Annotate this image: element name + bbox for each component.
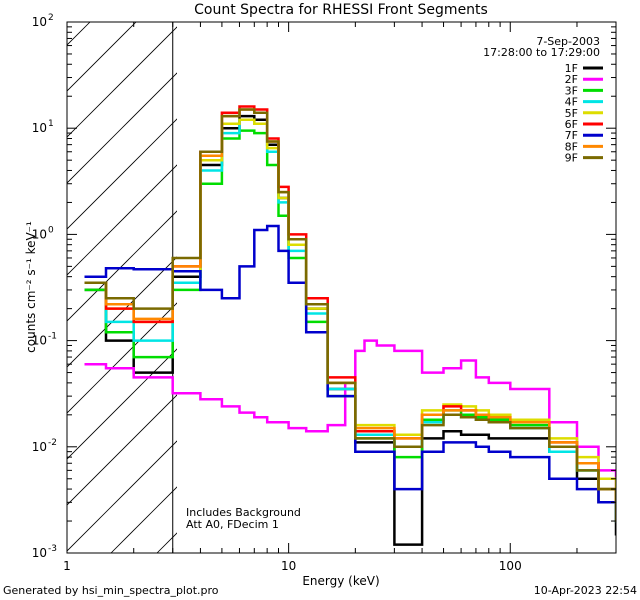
x-tick-label: 100	[499, 559, 522, 573]
y-tick-label: 10	[32, 15, 47, 29]
x-axis-label: Energy (keV)	[302, 574, 379, 588]
series-6F	[84, 105, 616, 504]
legend-label-8F: 8F	[565, 140, 578, 153]
y-tick-exponent: 2	[48, 13, 54, 23]
hatch-line	[67, 440, 177, 552]
footer-timestamp: 10-Apr-2023 22:54	[534, 584, 637, 597]
y-tick-label: 10	[32, 121, 47, 135]
y-tick-exponent: -3	[48, 544, 57, 554]
y-tick-label: 10	[32, 227, 47, 241]
hatch-line	[67, 26, 177, 138]
y-tick-label: 10	[32, 546, 47, 560]
series-7F	[84, 224, 616, 523]
legend-label-5F: 5F	[565, 107, 578, 120]
legend-label-9F: 9F	[565, 152, 578, 165]
y-tick-exponent: -1	[48, 332, 57, 342]
time-range-label: 17:28:00 to 17:29:00	[483, 46, 600, 59]
legend-label-1F: 1F	[565, 62, 578, 75]
hatch-line	[67, 348, 177, 460]
footer-generated-by: Generated by hsi_min_spectra_plot.pro	[3, 584, 219, 597]
y-tick-label: 10	[32, 334, 47, 348]
series-9F	[84, 108, 616, 523]
legend-label-6F: 6F	[565, 118, 578, 131]
axis-ticks	[66, 21, 617, 554]
series-group	[84, 105, 616, 546]
annotation-background: Includes Background	[186, 506, 301, 519]
y-tick-exponent: -2	[48, 438, 57, 448]
legend-label-4F: 4F	[565, 96, 578, 109]
hatch-line	[67, 394, 177, 506]
x-tick-label: 1	[63, 559, 71, 573]
hatch-line	[67, 164, 177, 276]
hatched-region	[67, 22, 177, 553]
series-2F	[84, 339, 616, 491]
legend-label-7F: 7F	[565, 129, 578, 142]
series-3F	[84, 129, 616, 523]
date-label: 7-Sep-2003	[536, 35, 600, 48]
y-tick-label: 10	[32, 440, 47, 454]
chart-title: Count Spectra for RHESSI Front Segments	[194, 2, 488, 18]
legend-label-3F: 3F	[565, 84, 578, 97]
y-tick-exponent: 0	[48, 225, 54, 235]
annotation-attenuator: Att A0, FDecim 1	[186, 518, 279, 531]
y-axis-label: counts cm⁻² s⁻¹ keV⁻¹	[24, 221, 38, 353]
y-tick-exponent: 1	[48, 119, 54, 129]
legend-label-2F: 2F	[565, 73, 578, 86]
series-8F	[84, 108, 616, 504]
axes-frame	[66, 21, 617, 554]
series-4F	[84, 118, 616, 523]
x-tick-label: 10	[281, 559, 296, 573]
hatch-line	[67, 302, 177, 414]
hatch-line	[67, 210, 177, 322]
hatch-line	[67, 22, 137, 92]
series-1F	[84, 114, 616, 546]
